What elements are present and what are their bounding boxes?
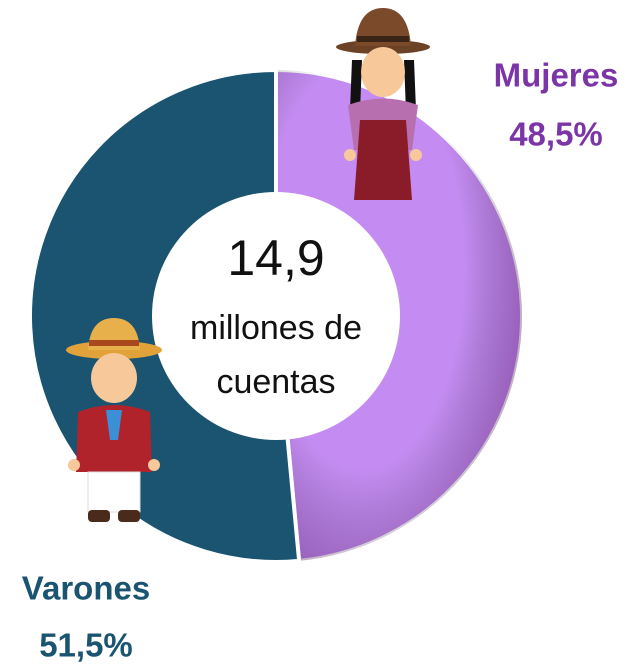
center-value: 14,9 xyxy=(227,230,324,286)
value-label: 51,5% xyxy=(39,627,133,664)
value-label: 48,5% xyxy=(509,116,603,153)
center-text: millones de xyxy=(190,309,362,347)
center-text: cuentas xyxy=(216,363,335,401)
slice-label: Varones xyxy=(22,570,150,607)
chart: 14,9 millones de cuentas Mujeres 48,5% V… xyxy=(0,0,638,670)
page: {"chart_data": {"type": "donut", "catego… xyxy=(0,0,638,670)
slice-label: Mujeres xyxy=(494,57,619,94)
